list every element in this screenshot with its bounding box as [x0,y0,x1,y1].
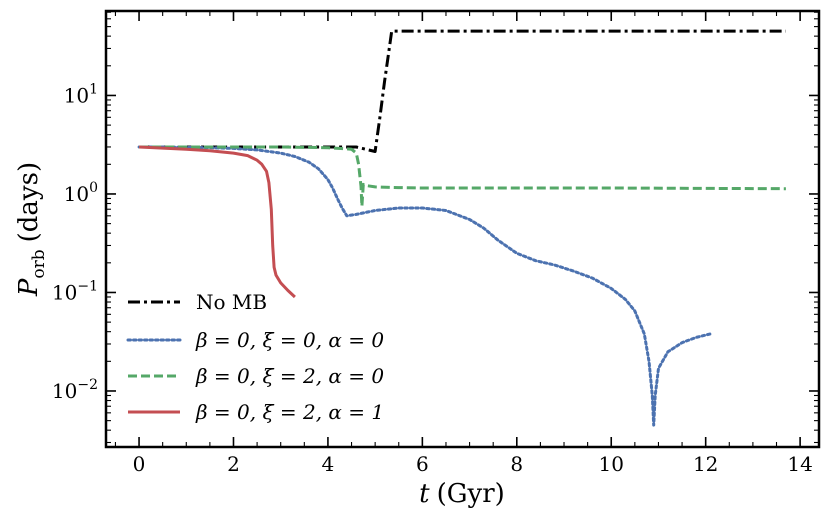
x-tick-label: 6 [416,452,429,476]
y-axis-sub: orb [29,249,49,278]
series-line-2 [139,145,786,208]
legend-label-xi2-alpha1: β = 0, ξ = 2, α = 1 [195,400,384,424]
y-tick-label: 101 [64,81,98,107]
y-tick-label-exponent: 0 [89,180,98,196]
legend: No MB β = 0, ξ = 0, α = 0 β = 0, ξ = 2, … [126,290,384,424]
x-tick-label: 10 [599,452,624,476]
legend-label-xi2-alpha0: β = 0, ξ = 2, α = 0 [195,364,384,388]
y-axis-title: Porb (days) [14,162,49,297]
y-tick-label-exponent: −2 [77,377,98,393]
major-ticks [106,11,819,447]
series-line-1 [137,145,712,427]
x-tick-labels: 0 2 4 6 8 10 12 14 [133,452,813,476]
y-tick-label: 100 [64,180,98,206]
y-tick-label-base: 10 [52,280,77,304]
x-tick-label: 12 [693,452,718,476]
plot-frame [104,9,821,449]
y-tick-label: 10−2 [52,377,98,403]
x-tick-label: 14 [787,452,812,476]
y-tick-label-exponent: −1 [77,278,98,294]
legend-label-no-mb: No MB [196,290,267,314]
y-axis-unit: (days) [14,162,44,242]
y-tick-label-base: 10 [52,379,77,403]
y-tick-label-base: 10 [64,182,89,206]
y-tick-label-base: 10 [64,83,89,107]
y-axis-var: P [14,278,44,297]
x-tick-label: 2 [227,452,240,476]
x-axis-var: t [419,479,430,509]
y-tick-label-exponent: 1 [89,81,98,97]
series-line-3 [139,145,296,299]
y-tick-label: 10−1 [52,278,98,304]
x-tick-label: 4 [322,452,335,476]
x-axis-title: t (Gyr) [419,479,505,509]
series-layer [137,29,786,427]
x-tick-label: 8 [510,452,523,476]
series-line-0 [139,29,786,153]
x-tick-label: 0 [133,452,146,476]
legend-label-xi0-alpha0: β = 0, ξ = 0, α = 0 [195,328,384,352]
x-axis-unit: (Gyr) [437,479,505,509]
